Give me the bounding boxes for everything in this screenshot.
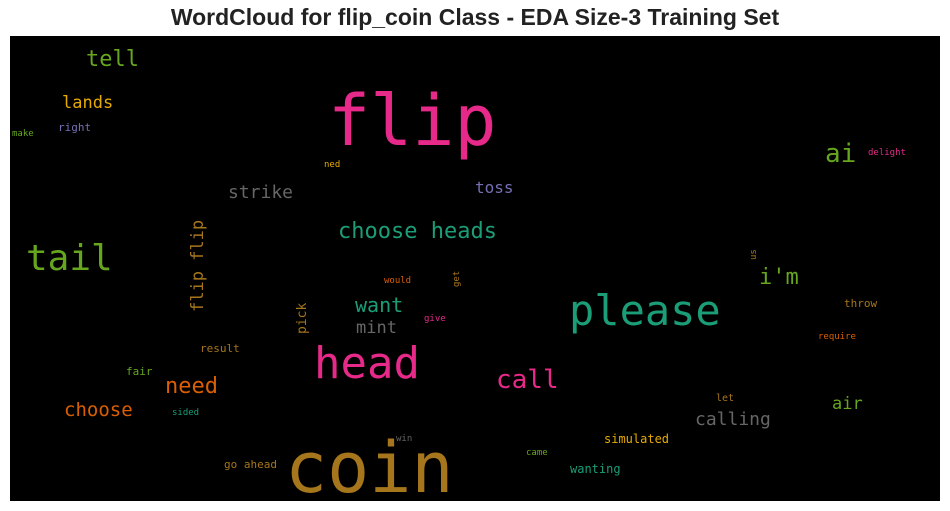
wordcloud-word: right	[58, 121, 92, 134]
wordcloud-word: wanting	[570, 462, 621, 476]
wordcloud-word: delight	[868, 148, 906, 158]
wordcloud-word: call	[496, 365, 559, 395]
figure-title: WordCloud for flip_coin Class - EDA Size…	[170, 4, 780, 30]
wordcloud-word: choose heads	[338, 219, 497, 244]
wordcloud-canvas: flip coin head please tail ai call choose heads…	[10, 36, 940, 501]
wordcloud-word: pick	[295, 302, 310, 334]
wordcloud-word: lands	[62, 93, 114, 113]
wordcloud-word: tail	[26, 238, 113, 279]
wordcloud-word: mint	[356, 318, 397, 338]
wordcloud-word: sided	[172, 408, 200, 418]
wordcloud-word: strike	[228, 182, 294, 203]
wordcloud-word: calling	[695, 409, 771, 430]
wordcloud-word: would	[384, 276, 412, 286]
wordcloud-word: came	[526, 448, 548, 458]
wordcloud-word: coin	[285, 427, 454, 501]
wordcloud-word: us	[749, 249, 759, 260]
wordcloud-word: fair	[126, 365, 153, 378]
wordcloud-word: choose	[64, 399, 133, 421]
wordcloud-word: tell	[86, 47, 139, 72]
wordcloud-word: flip flip	[188, 219, 208, 312]
wordcloud-word: ned	[324, 160, 341, 170]
wordcloud-word: make	[12, 129, 34, 139]
wordcloud-word: air	[832, 394, 863, 414]
wordcloud-word: want	[355, 293, 404, 317]
wordcloud-word: head	[314, 338, 420, 389]
wordcloud-word: ai	[825, 139, 857, 169]
wordcloud-word: toss	[475, 178, 514, 197]
wordcloud-word: let	[716, 393, 735, 404]
wordcloud-word: throw	[844, 297, 878, 310]
wordcloud-word: please	[569, 286, 721, 335]
wordcloud-word: go ahead	[224, 458, 277, 471]
wordcloud-word: result	[200, 342, 240, 355]
wordcloud-word: require	[818, 332, 856, 342]
wordcloud-word: need	[165, 374, 218, 399]
wordcloud-word: give	[424, 314, 446, 324]
wordcloud-word: win	[396, 434, 413, 444]
wordcloud-word: simulated	[604, 432, 670, 446]
wordcloud-word: get	[452, 270, 462, 287]
wordcloud-word: flip	[328, 80, 497, 162]
wordcloud-word: i'm	[759, 265, 799, 290]
